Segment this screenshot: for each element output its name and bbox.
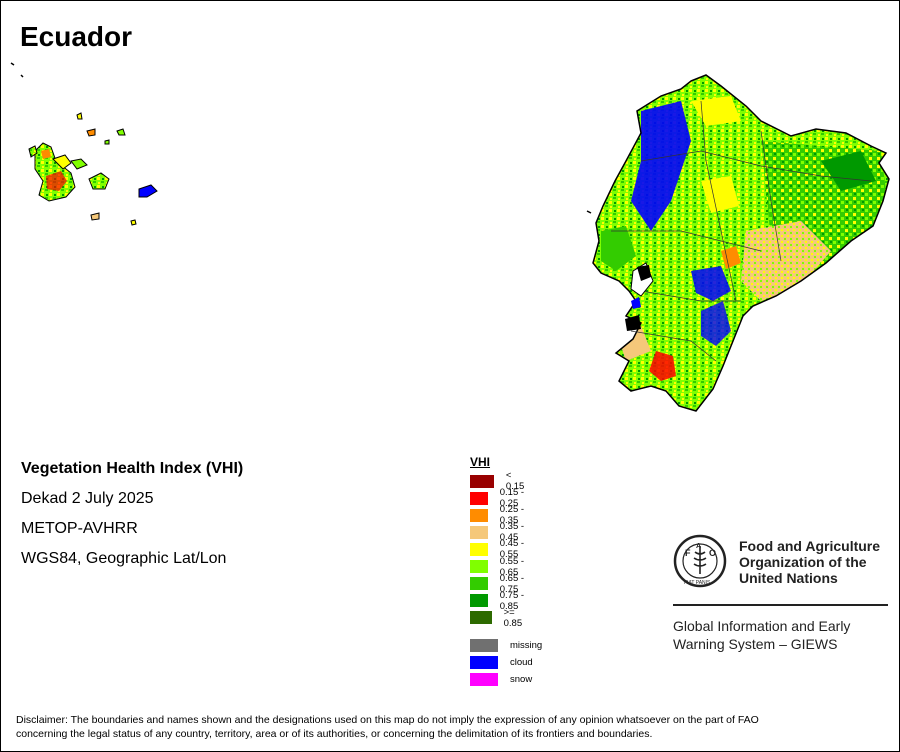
period-label: Dekad 2 July 2025	[21, 490, 154, 507]
legend-label: 0.35 - 0.45	[499, 521, 525, 544]
legend-label: < 0.15	[505, 470, 525, 492]
legend-label: 0.75 - 0.85	[499, 589, 525, 612]
legend-label: 0.25 - 0.35	[499, 504, 525, 527]
legend-label: >= 0.85	[503, 606, 523, 629]
vhi-legend: VHI < 0.15 0.15 - 0.25 0.25 - 0.35 0.35 - 0…	[470, 455, 542, 686]
legend-label: cloud	[510, 656, 533, 668]
legend-label: 0.65 - 0.75	[499, 572, 525, 595]
map-title: Ecuador	[20, 21, 133, 52]
projection-label: WGS84, Geographic Lat/Lon	[21, 550, 227, 567]
legend-swatch	[470, 655, 498, 669]
ecuador-mainland	[586, 74, 890, 412]
map-info: Vegetation Health Index (VHI) Dekad 2 Ju…	[21, 459, 243, 579]
legend-item-class-4: 0.45 - 0.55	[470, 538, 529, 560]
legend-swatch	[470, 611, 492, 625]
giews-line-2: Warning System – GIEWS	[673, 636, 838, 652]
legend-item-class-6: 0.65 - 0.75	[470, 573, 529, 595]
disclaimer-line-2: concerning the legal status of any count…	[16, 728, 653, 740]
giews-name: Global Information and Early Warning Sys…	[673, 617, 893, 653]
org-line-1: Food and Agriculture	[739, 538, 881, 554]
legend-label: snow	[510, 673, 533, 685]
legend-item-class-5: 0.55 - 0.65	[470, 556, 529, 578]
giews-line-1: Global Information and Early	[673, 618, 851, 634]
legend-label: 0.15 - 0.25	[499, 487, 525, 510]
disclaimer: Disclaimer: The boundaries and names sho…	[16, 713, 886, 741]
legend-item-special-2: snow	[470, 672, 532, 686]
legend-item-class-1: 0.15 - 0.25	[470, 487, 529, 509]
legend-label: 0.55 - 0.65	[499, 555, 525, 578]
galapagos-islands	[10, 62, 158, 226]
index-name: Vegetation Health Index (VHI)	[21, 460, 244, 477]
legend-swatch	[470, 577, 488, 591]
legend-item-class-7: 0.75 - 0.85	[470, 590, 529, 612]
legend-item-class-0: < 0.15	[470, 470, 529, 492]
fao-motto: FIAT PANIS	[684, 580, 711, 586]
legend-label: missing	[510, 639, 543, 651]
legend-swatch	[470, 560, 488, 573]
fao-letter-a: A	[696, 543, 701, 550]
org-line-3: United Nations	[739, 570, 838, 586]
logo-divider	[673, 604, 888, 606]
fao-letter-o: O	[709, 548, 716, 558]
legend-title: VHI	[470, 455, 491, 469]
legend-item-class-3: 0.35 - 0.45	[470, 521, 529, 543]
fao-letter-f: F	[685, 548, 691, 558]
legend-item-class-8: >= 0.85	[470, 607, 528, 629]
fao-emblem-icon: F A O FIAT PANIS	[673, 534, 727, 588]
legend-label: 0.45 - 0.55	[499, 538, 525, 561]
vhi-map	[10, 62, 890, 412]
sensor-label: METOP-AVHRR	[21, 520, 138, 537]
legend-swatch	[470, 474, 494, 488]
legend-item-class-2: 0.25 - 0.35	[470, 504, 529, 526]
legend-swatch	[470, 594, 488, 608]
legend-swatch	[470, 672, 498, 686]
legend-swatch	[470, 491, 488, 505]
legend-item-special-0: missing	[470, 638, 542, 652]
legend-swatch	[470, 525, 488, 539]
legend-item-special-1: cloud	[470, 655, 533, 669]
fao-organization-name: Food and Agriculture Organization of the…	[739, 538, 889, 586]
legend-swatch	[470, 542, 488, 556]
org-line-2: Organization of the	[739, 554, 867, 570]
legend-swatch	[470, 638, 498, 652]
disclaimer-line-1: Disclaimer: The boundaries and names sho…	[16, 714, 759, 726]
legend-swatch	[470, 508, 488, 522]
